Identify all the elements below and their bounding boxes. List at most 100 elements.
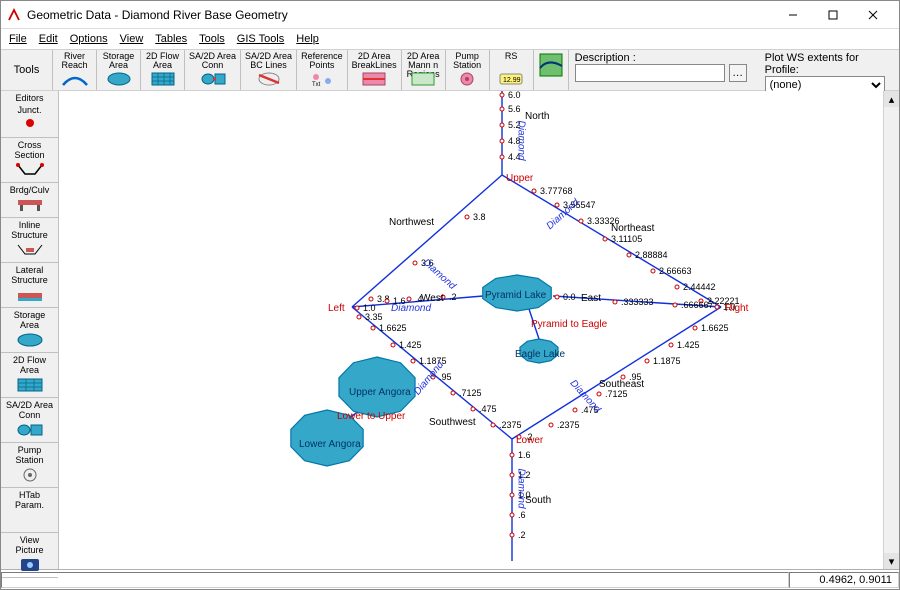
pump-station-icon [453, 71, 481, 87]
close-button[interactable] [853, 3, 893, 27]
sidebar-sa-2d-conn-label: SA/2D AreaConn [6, 400, 53, 420]
sidebar-htab-param-button[interactable]: HTabParam. [1, 488, 58, 533]
xs-marker[interactable] [627, 253, 632, 258]
xs-marker[interactable] [500, 139, 505, 144]
toolbar-ref-points-button[interactable]: ReferencePointsTxt [297, 50, 348, 90]
xs-marker[interactable] [500, 123, 505, 128]
menu-help[interactable]: Help [296, 33, 319, 45]
sidebar-htab-param-label: HTabParam. [15, 490, 44, 510]
xs-marker[interactable] [471, 407, 476, 412]
xs-marker[interactable] [407, 297, 412, 302]
xs-marker[interactable] [500, 107, 505, 112]
xs-marker[interactable] [451, 391, 456, 396]
xs-marker[interactable] [532, 189, 537, 194]
background-layers-button[interactable] [534, 50, 569, 90]
xs-marker[interactable] [645, 359, 650, 364]
description-input[interactable] [575, 64, 725, 82]
xs-marker[interactable] [465, 215, 470, 220]
junct-icon [15, 117, 45, 133]
menu-options[interactable]: Options [70, 33, 108, 45]
sidebar-lateral-structure-button[interactable]: LateralStructure [1, 263, 58, 308]
toolbar-rs-button[interactable]: RS12.99 [490, 50, 534, 90]
reach-nw[interactable] [352, 175, 502, 307]
xs-marker[interactable] [715, 305, 720, 310]
xs-marker[interactable] [555, 203, 560, 208]
sidebar-2d-flow-area-button[interactable]: 2D FlowArea [1, 353, 58, 398]
toolbar-sa-2d-conn-label: SA/2D AreaConn [189, 52, 236, 70]
xs-marker[interactable] [500, 93, 505, 98]
toolbar-sa-2d-conn-button[interactable]: SA/2D AreaConn [185, 50, 241, 90]
description-more-button[interactable]: … [729, 64, 747, 82]
menu-tables[interactable]: Tables [155, 33, 187, 45]
sidebar-junct-button[interactable]: Junct. [1, 103, 58, 138]
toolbar-pump-station-button[interactable]: PumpStation [446, 50, 490, 90]
xs-marker[interactable] [579, 219, 584, 224]
xs-marker[interactable] [385, 299, 390, 304]
xs-marker[interactable] [510, 513, 515, 518]
sidebar-brdg-culv-button[interactable]: Brdg/Culv [1, 183, 58, 218]
xs-marker[interactable] [603, 237, 608, 242]
xs-marker[interactable] [357, 315, 362, 320]
toolbar-sa-2d-bclines-button[interactable]: SA/2D AreaBC Lines [241, 50, 297, 90]
2d-flow-area-icon [15, 377, 45, 393]
xs-marker[interactable] [491, 423, 496, 428]
sidebar-cross-section-button[interactable]: CrossSection [1, 138, 58, 183]
minimize-button[interactable] [773, 3, 813, 27]
xs-marker[interactable] [573, 408, 578, 413]
xs-marker[interactable] [510, 533, 515, 538]
schematic-canvas-wrap: Pyramid LakeEagle LakeUpper AngoraLower … [59, 91, 899, 569]
toolbar-storage-area-label: StorageArea [103, 52, 135, 70]
xs-label: 1.6625 [379, 323, 407, 333]
plot-profile-block: Plot WS extents for Profile: (none) [759, 50, 899, 90]
xs-marker[interactable] [673, 303, 678, 308]
sidebar-storage-area-button[interactable]: StorageArea [1, 308, 58, 353]
xs-label: .333333 [621, 297, 654, 307]
storage-label-pyramid-lake: Pyramid Lake [485, 290, 546, 301]
menu-gis-tools[interactable]: GIS Tools [237, 33, 285, 45]
toolbar-river-reach-button[interactable]: RiverReach [53, 50, 97, 90]
tools-label-text: Tools [14, 66, 40, 75]
menu-file[interactable]: File [9, 33, 27, 45]
toolbar-storage-area-button[interactable]: StorageArea [97, 50, 141, 90]
sidebar-pump-station-label: PumpStation [15, 445, 43, 465]
toolbar-2d-flow-area-button[interactable]: 2D FlowArea [141, 50, 185, 90]
xs-marker[interactable] [651, 269, 656, 274]
xs-marker[interactable] [613, 300, 618, 305]
xs-marker[interactable] [371, 326, 376, 331]
xs-marker[interactable] [693, 326, 698, 331]
xs-marker[interactable] [675, 285, 680, 290]
plot-profile-label: Plot WS extents for Profile: [765, 52, 893, 76]
xs-marker[interactable] [597, 392, 602, 397]
xs-marker[interactable] [411, 359, 416, 364]
xs-marker[interactable] [669, 343, 674, 348]
sidebar-pump-station-button[interactable]: PumpStation [1, 443, 58, 488]
xs-marker[interactable] [355, 306, 360, 311]
xs-marker[interactable] [413, 261, 418, 266]
xs-marker[interactable] [500, 155, 505, 160]
menu-tools[interactable]: Tools [199, 33, 225, 45]
xs-marker[interactable] [510, 453, 515, 458]
vertical-scrollbar[interactable]: ▴ ▾ [883, 91, 899, 569]
xs-marker[interactable] [510, 473, 515, 478]
toolbar-2d-mannn-button[interactable]: 2D AreaMann nRegions [402, 50, 446, 90]
toolbar-2d-flow-area-label: 2D FlowArea [146, 52, 179, 70]
window-title: Geometric Data - Diamond River Base Geom… [27, 8, 773, 22]
menu-view[interactable]: View [120, 33, 144, 45]
menu-edit[interactable]: Edit [39, 33, 58, 45]
xs-marker[interactable] [369, 297, 374, 302]
xs-marker[interactable] [555, 295, 560, 300]
xs-marker[interactable] [549, 423, 554, 428]
maximize-button[interactable] [813, 3, 853, 27]
toolbar-2d-breaklines-button[interactable]: 2D AreaBreakLines [348, 50, 402, 90]
scroll-down-button[interactable]: ▾ [884, 553, 899, 569]
scroll-up-button[interactable]: ▴ [884, 91, 899, 107]
ref-points-icon: Txt [308, 71, 336, 87]
toolbar-2d-mannn-label: 2D AreaMann nRegions [407, 52, 440, 70]
sidebar-sa-2d-conn-button[interactable]: SA/2D AreaConn [1, 398, 58, 443]
xs-label: .2 [518, 530, 526, 540]
xs-marker[interactable] [391, 343, 396, 348]
xs-marker[interactable] [510, 493, 515, 498]
inline-structure-icon [15, 242, 45, 258]
sidebar-inline-structure-button[interactable]: InlineStructure [1, 218, 58, 263]
schematic-canvas[interactable]: Pyramid LakeEagle LakeUpper AngoraLower … [59, 91, 899, 569]
